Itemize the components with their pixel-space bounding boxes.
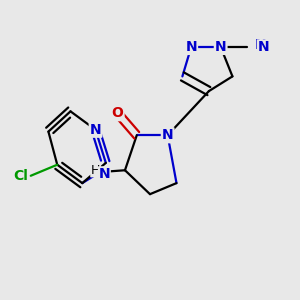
Text: N: N xyxy=(255,38,266,52)
Text: H: H xyxy=(91,164,100,177)
Text: N: N xyxy=(185,40,197,54)
Text: N: N xyxy=(90,123,101,137)
Text: N: N xyxy=(215,40,226,54)
Text: N: N xyxy=(254,40,266,54)
Text: N: N xyxy=(257,40,269,54)
Text: N: N xyxy=(162,128,173,142)
Text: O: O xyxy=(112,106,124,120)
Text: Cl: Cl xyxy=(13,169,28,183)
Text: N: N xyxy=(98,167,110,181)
